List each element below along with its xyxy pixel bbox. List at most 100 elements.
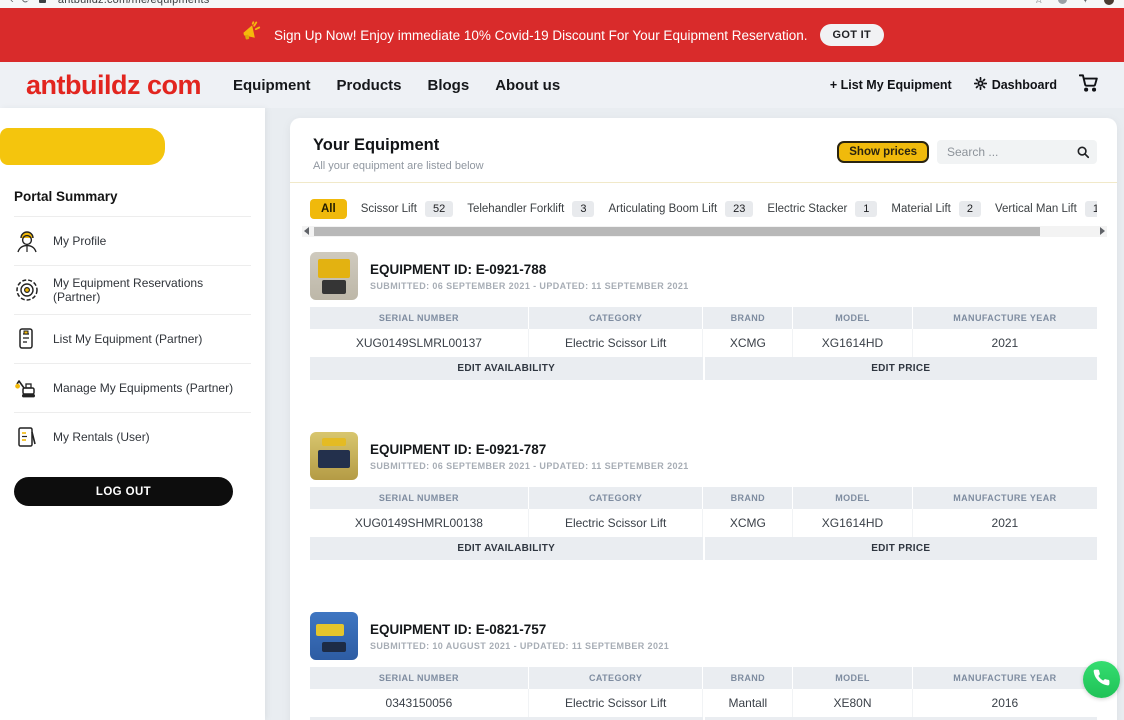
year-value: 2016: [912, 689, 1097, 717]
col-category: CATEGORY: [528, 487, 704, 509]
brand-value: XCMG: [703, 509, 794, 537]
sidebar-item-list-my-equipment[interactable]: List My Equipment (Partner): [0, 315, 265, 363]
rentals-icon: [14, 424, 40, 450]
filter-tab-material-lift[interactable]: Material Lift 2: [891, 201, 981, 217]
extension-icon[interactable]: [1057, 0, 1067, 4]
search-input[interactable]: [937, 140, 1097, 164]
equipment-dates: SUBMITTED: 10 AUGUST 2021 - UPDATED: 11 …: [370, 640, 670, 651]
divider: [14, 363, 251, 364]
page-title: Your Equipment: [313, 136, 440, 154]
equipment-thumbnail[interactable]: [310, 252, 358, 300]
whatsapp-button[interactable]: [1083, 661, 1120, 698]
scrollbar-thumb[interactable]: [314, 227, 1040, 236]
browser-avatar[interactable]: [1104, 0, 1114, 5]
search-icon[interactable]: [1076, 145, 1090, 164]
scroll-right-arrow-icon[interactable]: [1100, 227, 1105, 235]
main-nav: Equipment Products Blogs About us: [233, 77, 560, 94]
excavator-icon: [14, 375, 40, 401]
sidebar-item-manage-my-equipments[interactable]: Manage My Equipments (Partner): [0, 364, 265, 412]
col-manufacture-year: MANUFACTURE YEAR: [912, 487, 1097, 509]
filter-tab-articulating-boom-lift[interactable]: Articulating Boom Lift 23: [608, 201, 754, 217]
brand-value: XCMG: [703, 329, 794, 357]
edit-price-button[interactable]: EDIT PRICE: [704, 357, 1097, 380]
category-filter-bar: All Scissor Lift 52 Telehandler Forklift…: [310, 197, 1097, 221]
reservation-icon: [14, 277, 40, 303]
equipment-id: EQUIPMENT ID: E-0921-787: [370, 441, 547, 457]
nav-products[interactable]: Products: [336, 76, 402, 94]
equipment-id: EQUIPMENT ID: E-0821-757: [370, 621, 547, 637]
list-my-equipment-link[interactable]: + List My Equipment: [829, 78, 952, 92]
got-it-button[interactable]: GOT IT: [819, 24, 884, 46]
brand-value: Mantall: [703, 689, 794, 717]
col-manufacture-year: MANUFACTURE YEAR: [912, 667, 1097, 689]
filter-tab-electric-stacker[interactable]: Electric Stacker 1: [767, 201, 878, 217]
col-manufacture-year: MANUFACTURE YEAR: [912, 307, 1097, 329]
filter-scrollbar[interactable]: [302, 226, 1107, 237]
sidebar-item-my-profile[interactable]: My Profile: [0, 217, 265, 265]
col-category: CATEGORY: [528, 667, 704, 689]
equipment-dates: SUBMITTED: 06 SEPTEMBER 2021 - UPDATED: …: [370, 460, 689, 471]
sidebar-item-equipment-reservations[interactable]: My Equipment Reservations (Partner): [0, 266, 265, 314]
extensions-icon[interactable]: ✦: [1080, 0, 1090, 6]
filter-tab-telehandler-forklift[interactable]: Telehandler Forklift 3: [467, 201, 595, 217]
model-value: XE80N: [793, 689, 913, 717]
phone-icon: [1092, 668, 1111, 692]
sidebar-item-label: List My Equipment (Partner): [53, 332, 203, 346]
col-serial-number: SERIAL NUMBER: [310, 307, 529, 329]
bookmark-star-icon[interactable]: ☆: [1033, 0, 1044, 6]
serial-number-value: XUG0149SHMRL00138: [310, 509, 529, 537]
col-serial-number: SERIAL NUMBER: [310, 487, 529, 509]
sidebar: Portal Summary My Profile: [0, 108, 265, 720]
lock-icon: [38, 0, 50, 6]
equipment-card: EQUIPMENT ID: E-0921-788 SUBMITTED: 06 S…: [310, 252, 1097, 380]
cart-icon[interactable]: [1078, 73, 1098, 97]
scroll-left-arrow-icon[interactable]: [304, 227, 309, 235]
show-prices-button[interactable]: Show prices: [837, 141, 929, 163]
nav-blogs[interactable]: Blogs: [427, 76, 470, 94]
dashboard-link[interactable]: Dashboard: [973, 76, 1057, 93]
equipment-thumbnail[interactable]: [310, 432, 358, 480]
filter-count-badge: 10: [1084, 201, 1097, 217]
equipment-table: SERIAL NUMBER CATEGORY BRAND MODEL MANUF…: [310, 307, 1097, 380]
equipment-thumbnail[interactable]: [310, 612, 358, 660]
col-model: MODEL: [793, 667, 913, 689]
filter-count-badge: 2: [958, 201, 981, 217]
promo-text: Sign Up Now! Enjoy immediate 10% Covid-1…: [274, 27, 808, 43]
edit-availability-button[interactable]: EDIT AVAILABILITY: [310, 717, 703, 720]
address-bar[interactable]: antbuildz.com/me/equipments: [58, 0, 210, 6]
col-brand: BRAND: [703, 667, 794, 689]
filter-tab-all[interactable]: All: [310, 199, 347, 219]
divider: [14, 265, 251, 266]
filter-count-badge: 3: [572, 201, 595, 217]
year-value: 2021: [912, 329, 1097, 357]
browser-back-icon[interactable]: ‹: [10, 0, 14, 6]
edit-availability-button[interactable]: EDIT AVAILABILITY: [310, 357, 703, 380]
year-value: 2021: [912, 509, 1097, 537]
sidebar-item-label: Manage My Equipments (Partner): [53, 381, 234, 395]
filter-tab-vertical-man-lift[interactable]: Vertical Man Lift 10: [995, 201, 1097, 217]
nav-equipment[interactable]: Equipment: [233, 76, 311, 94]
sidebar-item-my-rentals[interactable]: My Rentals (User): [0, 413, 265, 461]
edit-availability-button[interactable]: EDIT AVAILABILITY: [310, 537, 703, 560]
site-logo[interactable]: antbuildz com: [26, 69, 202, 100]
browser-reload-icon[interactable]: ⟳: [21, 0, 31, 6]
equipment-table: SERIAL NUMBER CATEGORY BRAND MODEL MANUF…: [310, 487, 1097, 560]
sidebar-item-label: My Rentals (User): [53, 430, 150, 444]
sidebar-item-label: My Equipment Reservations (Partner): [53, 276, 204, 304]
portal-summary-heading: Portal Summary: [14, 189, 118, 204]
worker-icon: [14, 228, 40, 254]
equipment-list: EQUIPMENT ID: E-0921-788 SUBMITTED: 06 S…: [310, 252, 1097, 720]
model-value: XG1614HD: [793, 329, 913, 357]
edit-price-button[interactable]: EDIT PRICE: [704, 717, 1097, 720]
filter-tab-scissor-lift[interactable]: Scissor Lift 52: [361, 201, 454, 217]
edit-price-button[interactable]: EDIT PRICE: [704, 537, 1097, 560]
logout-button[interactable]: LOG OUT: [14, 477, 233, 506]
divider: [14, 216, 251, 217]
equipment-card: EQUIPMENT ID: E-0821-757 SUBMITTED: 10 A…: [310, 612, 1097, 720]
col-brand: BRAND: [703, 487, 794, 509]
user-name-chip: [0, 128, 165, 165]
equipment-dates: SUBMITTED: 06 SEPTEMBER 2021 - UPDATED: …: [370, 280, 689, 291]
nav-about-us[interactable]: About us: [495, 76, 561, 94]
sidebar-item-label: My Profile: [53, 234, 107, 248]
filter-count-badge: 23: [725, 201, 754, 217]
